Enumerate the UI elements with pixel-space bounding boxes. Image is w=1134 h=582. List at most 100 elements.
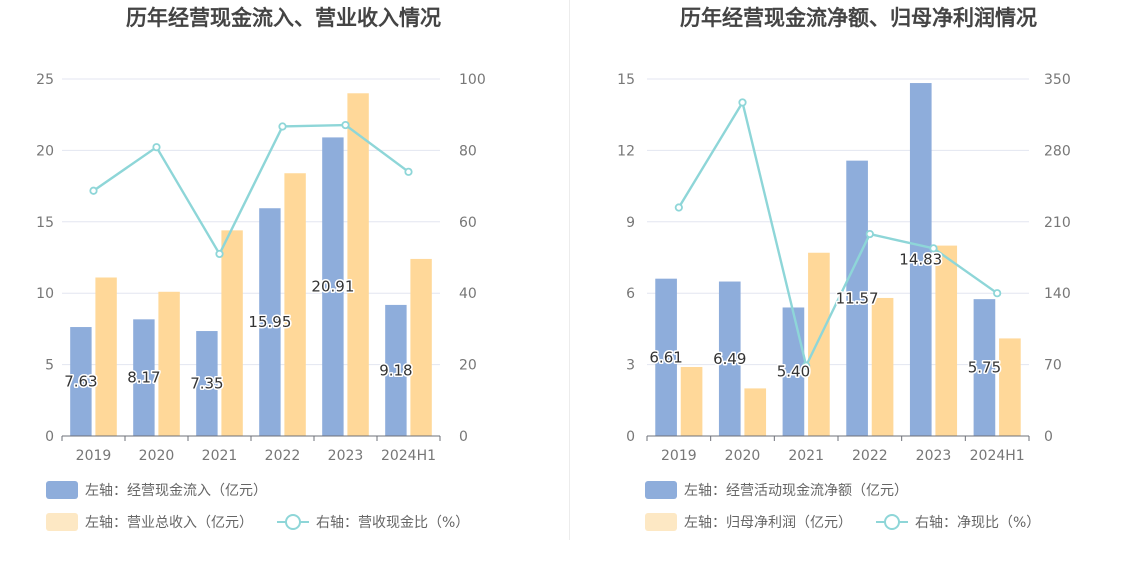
y-left-tick-label: 5 [45, 358, 54, 374]
bar-secondary [680, 366, 703, 436]
y-left-tick-label: 20 [36, 143, 54, 159]
legend-item-revenue-cash-ratio[interactable]: 右轴：营收现金比（%） [277, 512, 469, 532]
chart-title: 历年经营现金流入、营业收入情况 [126, 6, 441, 30]
x-tick-label: 2022 [265, 448, 301, 464]
x-tick-label: 2023 [328, 448, 364, 464]
ratio-point [865, 229, 874, 239]
legend-bar-swatch [645, 513, 677, 531]
x-tick-label: 2019 [76, 448, 112, 464]
y-right-tick-label: 210 [1044, 215, 1071, 231]
legend-item-net-cash-ratio[interactable]: 右轴：净现比（%） [876, 512, 1040, 532]
y-right-tick-label: 280 [1044, 143, 1071, 159]
ratio-point [404, 167, 413, 176]
y-right-tick-label: 0 [1044, 429, 1053, 445]
bar-secondary [808, 252, 830, 436]
ratio-point [674, 203, 683, 212]
y-right-tick-label: 140 [1044, 286, 1071, 302]
bar-primary [385, 304, 407, 436]
legend-bar-swatch [645, 481, 677, 499]
bar-data-label: 7.63 [64, 373, 97, 391]
y-right-tick-label: 60 [459, 215, 477, 231]
x-tick-label: 2020 [725, 448, 761, 464]
bar-primary [655, 278, 677, 436]
y-left-tick-label: 3 [626, 358, 635, 374]
chart-panel-cash-inflow: 历年经营现金流入、营业收入情况 0 5 10 15 20 25 0 20 40 60 80 100 20… [36, 6, 486, 532]
panel-divider [569, 0, 570, 540]
ratio-point [278, 122, 287, 131]
bar-data-label: 8.17 [127, 369, 160, 387]
y-left-tick-label: 9 [626, 215, 635, 231]
legend-row-1: 左轴：经营活动现金流净额（亿元） [645, 480, 932, 500]
x-tick-label: 2020 [139, 448, 175, 464]
ratio-point [993, 289, 1002, 298]
legend-label: 左轴：经营现金流入（亿元） [85, 483, 267, 499]
y-right-tick-label: 40 [459, 286, 477, 302]
bar-primary [909, 83, 932, 437]
bar-data-label: 9.18 [379, 361, 412, 379]
bar-secondary [95, 277, 117, 436]
bar-data-label: 7.35 [190, 375, 223, 393]
chart-svg: 0 3 6 9 12 15 0 70 140 210 280 350 2019 2020 2021 2022 2… [617, 72, 1071, 464]
bar-secondary [999, 338, 1021, 436]
chart-panel-net-cash-flow: 历年经营现金流净额、归母净利润情况 0 3 6 9 12 15 0 70 140 210 280 35… [575, 0, 1134, 582]
legend-bar-swatch [46, 481, 78, 499]
bar-secondary [410, 258, 432, 436]
ratio-point [738, 98, 747, 107]
bar-primary [133, 319, 155, 436]
ratio-point [929, 244, 938, 253]
legend-label: 左轴：经营活动现金流净额（亿元） [684, 483, 908, 499]
x-tick-label: 2021 [788, 448, 824, 464]
bar-primary [718, 281, 741, 436]
legend-line-symbol [277, 513, 309, 531]
bar-secondary [221, 230, 243, 436]
y-left-tick-label: 0 [626, 429, 635, 445]
legend-bar-swatch [46, 513, 78, 531]
y-right-tick-label: 350 [1044, 72, 1071, 88]
x-tick-label: 2024H1 [970, 448, 1025, 464]
bar-data-label: 6.61 [649, 348, 682, 366]
bar-data-label: 5.75 [968, 359, 1001, 377]
legend-item-net-profit[interactable]: 左轴：归母净利润（亿元） [645, 512, 852, 532]
legend-label: 左轴：营业总收入（亿元） [85, 515, 253, 531]
x-tick-label: 2021 [202, 448, 238, 464]
chart-title: 历年经营现金流净额、归母净利润情况 [680, 6, 1037, 30]
legend-row-1: 左轴：经营现金流入（亿元） [46, 480, 291, 500]
bar-secondary [935, 245, 958, 436]
bar-data-label: 20.91 [311, 278, 354, 296]
bar-data-label: 5.40 [777, 363, 810, 381]
bar-secondary [158, 291, 180, 436]
ratio-point [89, 186, 98, 195]
bar-primary [70, 327, 92, 436]
y-left-tick-label: 12 [617, 143, 635, 159]
x-tick-label: 2023 [916, 448, 952, 464]
ratio-line [677, 99, 998, 370]
y-left-tick-label: 15 [617, 72, 635, 88]
y-left-tick-label: 15 [36, 215, 54, 231]
bar-primary [322, 137, 344, 436]
bar-data-label: 6.49 [713, 350, 746, 368]
bar-primary [973, 299, 996, 436]
legend-item-net-cash-flow[interactable]: 左轴：经营活动现金流净额（亿元） [645, 480, 908, 500]
x-tick-label: 2022 [852, 448, 888, 464]
legend-item-cash-inflow[interactable]: 左轴：经营现金流入（亿元） [46, 480, 267, 500]
y-right-tick-label: 20 [459, 358, 477, 374]
bar-data-label: 15.95 [248, 313, 291, 331]
bar-secondary [284, 173, 306, 437]
legend-item-revenue[interactable]: 左轴：营业总收入（亿元） [46, 512, 253, 532]
y-right-tick-label: 80 [459, 143, 477, 159]
bar-secondary [871, 297, 894, 436]
bar-secondary [347, 93, 369, 436]
y-right-tick-label: 0 [459, 429, 468, 445]
legend-row-2: 左轴：归母净利润（亿元） 右轴：净现比（%） [645, 512, 1064, 532]
y-left-tick-label: 6 [626, 286, 635, 302]
x-tick-label: 2024H1 [381, 448, 436, 464]
y-left-tick-label: 25 [36, 72, 54, 88]
y-right-tick-label: 100 [459, 72, 486, 88]
x-tick-label: 2019 [661, 448, 697, 464]
ratio-line [92, 123, 410, 257]
bar-primary [196, 331, 218, 436]
ratio-point [152, 143, 161, 152]
chart-svg: 0 5 10 15 20 25 0 20 40 60 80 100 2019 2020 2021 2022 20… [36, 72, 486, 464]
bar-primary [259, 208, 281, 436]
